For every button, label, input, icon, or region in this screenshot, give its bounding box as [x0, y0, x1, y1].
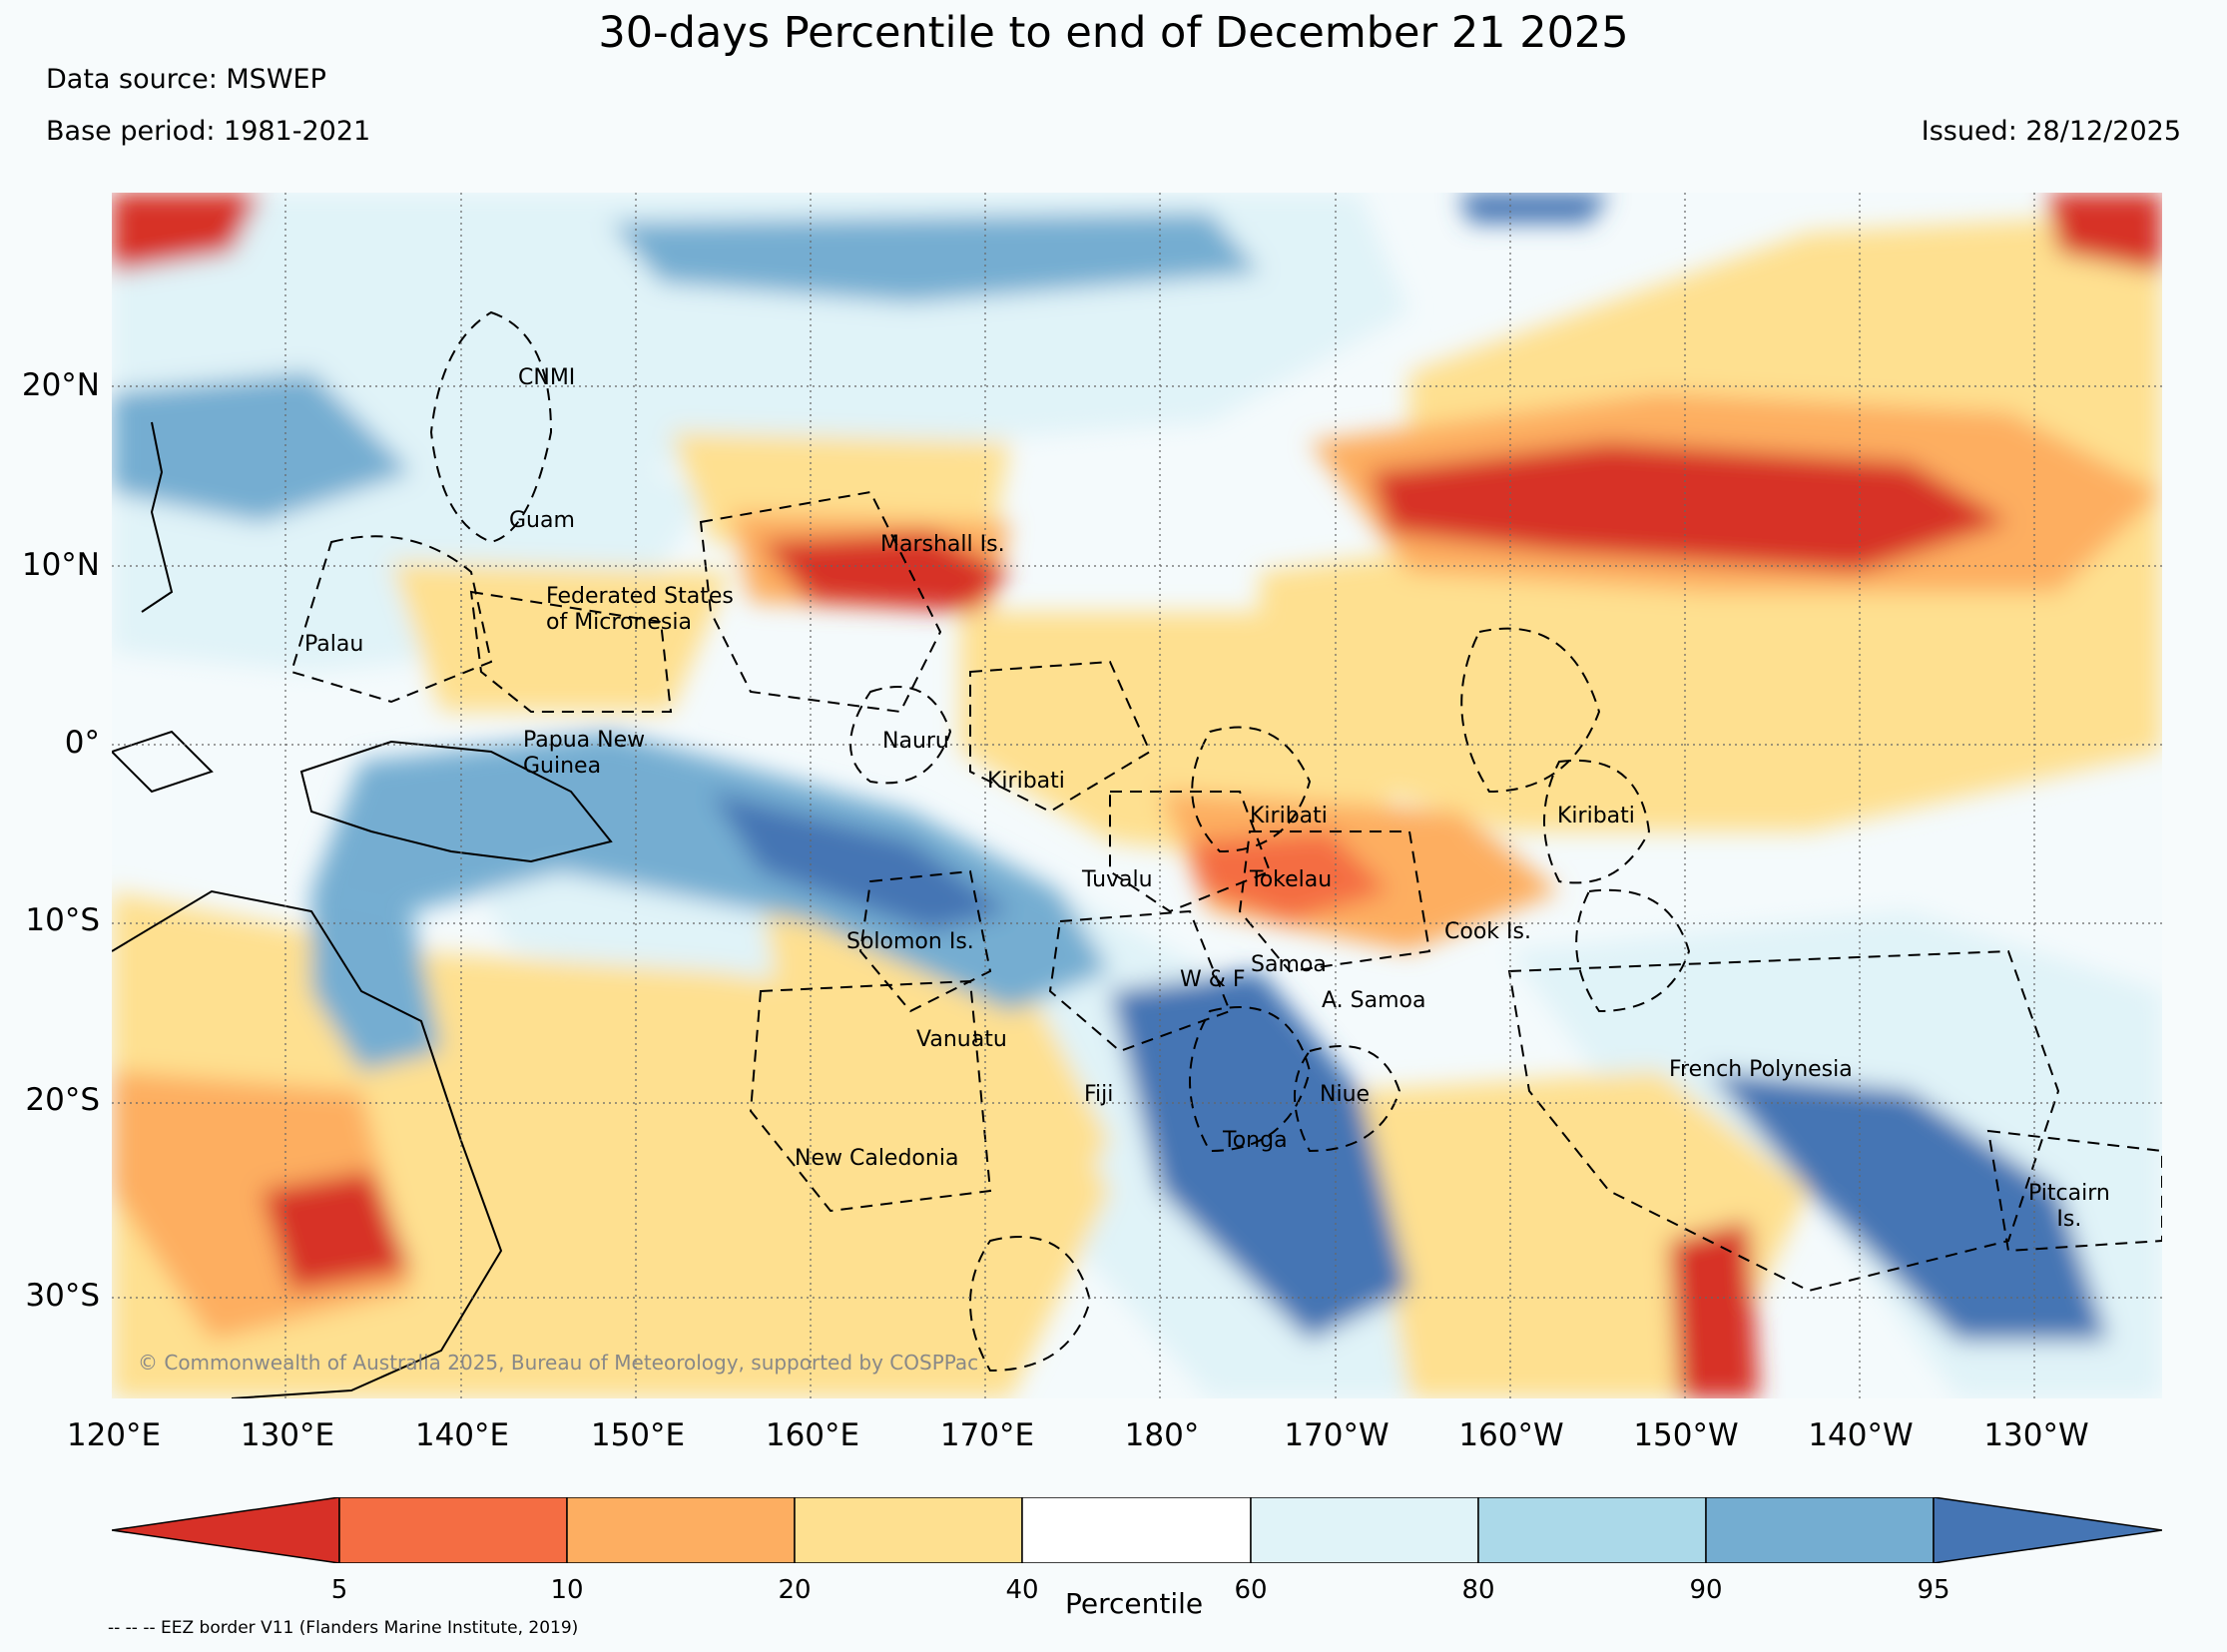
- eez-footnote: -- -- -- EEZ border V11 (Flanders Marine…: [108, 1618, 579, 1638]
- colorbar-tick-10: 10: [550, 1575, 584, 1605]
- map-title: 30-days Percentile to end of December 21…: [598, 8, 1629, 58]
- label-tokelau: Tokelau: [1250, 867, 1333, 892]
- label-guam: Guam: [509, 508, 575, 533]
- data-source: Data source: MSWEP: [46, 64, 326, 95]
- label-american-samoa: A. Samoa: [1322, 988, 1426, 1013]
- eez-borders: [289, 310, 2163, 1373]
- colorbar-swatch-80-90: [1477, 1496, 1707, 1564]
- label-fiji: Fiji: [1084, 1082, 1114, 1107]
- colorbar-title: Percentile: [1065, 1587, 1204, 1620]
- lon-label-150e: 150°E: [590, 1417, 686, 1453]
- label-kiribati-west: Kiribati: [987, 769, 1065, 794]
- lat-label-20n: 20°N: [21, 367, 100, 403]
- colorbar-swatch-60-80: [1250, 1496, 1479, 1564]
- colorbar-tick-40: 40: [1005, 1575, 1039, 1605]
- label-marshall-islands: Marshall Is.: [880, 532, 1005, 557]
- label-new-caledonia: New Caledonia: [795, 1146, 959, 1171]
- graticule: [112, 193, 2162, 1398]
- lon-label-160e: 160°E: [765, 1417, 860, 1453]
- colorbar-swatch-90-95: [1705, 1496, 1935, 1564]
- coastlines: [110, 421, 613, 1399]
- colorbar-svg: [111, 1496, 2163, 1564]
- label-samoa: Samoa: [1251, 952, 1327, 977]
- lat-label-10n: 10°N: [21, 547, 100, 583]
- label-cnmi: CNMI: [518, 365, 576, 390]
- label-french-polynesia: French Polynesia: [1669, 1057, 1853, 1082]
- label-tuvalu: Tuvalu: [1082, 867, 1153, 892]
- label-nauru: Nauru: [882, 729, 949, 754]
- colorbar: [111, 1496, 2163, 1564]
- label-palau: Palau: [304, 632, 364, 657]
- label-wallis-futuna: W & F: [1180, 967, 1246, 992]
- label-kiribati-east: Kiribati: [1557, 804, 1635, 828]
- lat-label-10s: 10°S: [25, 902, 100, 938]
- issued-date: Issued: 28/12/2025: [1921, 116, 2181, 147]
- colorbar-swatch-40-60: [1021, 1496, 1252, 1564]
- lon-label-150w: 150°W: [1633, 1417, 1739, 1453]
- lon-label-130w: 130°W: [1983, 1417, 2089, 1453]
- label-pitcairn: Pitcairn Is.: [2028, 1181, 2110, 1233]
- label-niue: Niue: [1320, 1082, 1371, 1107]
- label-kiribati-central: Kiribati: [1250, 804, 1328, 828]
- colorbar-swatch-gt95: [1933, 1496, 2163, 1564]
- label-fsm: Federated States of Micronesia: [546, 584, 734, 636]
- lon-label-130e: 130°E: [240, 1417, 335, 1453]
- lon-label-120e: 120°E: [66, 1417, 162, 1453]
- lon-label-170e: 170°E: [939, 1417, 1035, 1453]
- colorbar-tick-90: 90: [1689, 1575, 1723, 1605]
- base-period: Base period: 1981-2021: [46, 116, 371, 147]
- colorbar-tick-60: 60: [1234, 1575, 1268, 1605]
- lat-label-30s: 30°S: [25, 1278, 100, 1314]
- copyright-credit: © Commonwealth of Australia 2025, Bureau…: [138, 1351, 979, 1375]
- label-cook-islands: Cook Is.: [1444, 919, 1531, 944]
- colorbar-swatch-lt5: [111, 1496, 340, 1564]
- colorbar-tick-80: 80: [1461, 1575, 1495, 1605]
- colorbar-tick-20: 20: [778, 1575, 812, 1605]
- lon-label-180: 180°: [1124, 1417, 1200, 1453]
- map-canvas: [110, 193, 2163, 1399]
- label-tonga: Tonga: [1223, 1128, 1288, 1153]
- lon-label-140e: 140°E: [414, 1417, 510, 1453]
- lon-label-140w: 140°W: [1808, 1417, 1914, 1453]
- label-vanuatu: Vanuatu: [916, 1027, 1007, 1052]
- lat-label-equator: 0°: [64, 725, 100, 761]
- colorbar-swatch-5-10: [338, 1496, 568, 1564]
- colorbar-swatch-20-40: [794, 1496, 1023, 1564]
- colorbar-swatch-10-20: [566, 1496, 796, 1564]
- colorbar-tick-5: 5: [330, 1575, 348, 1605]
- label-png: Papua New Guinea: [523, 728, 646, 780]
- label-solomon-islands: Solomon Is.: [846, 929, 974, 954]
- percentile-map: CNMI Guam Marshall Is. Federated States …: [110, 193, 2163, 1399]
- lat-label-20s: 20°S: [25, 1082, 100, 1118]
- precipitation-field: [112, 193, 2162, 1398]
- lon-label-160w: 160°W: [1458, 1417, 1564, 1453]
- lon-label-170w: 170°W: [1284, 1417, 1390, 1453]
- colorbar-tick-95: 95: [1917, 1575, 1950, 1605]
